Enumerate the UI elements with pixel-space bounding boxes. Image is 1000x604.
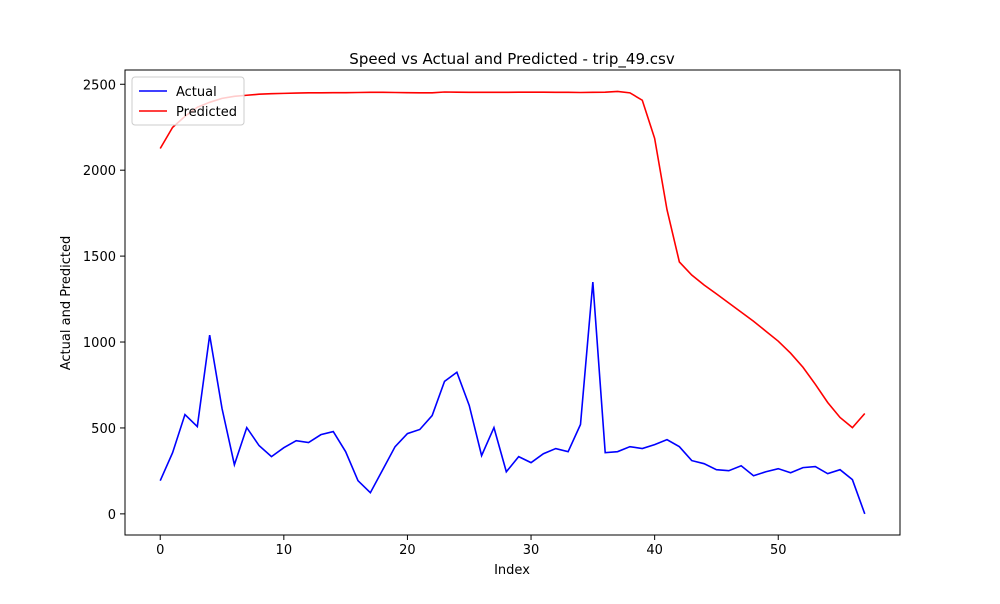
chart-title: Speed vs Actual and Predicted - trip_49.… (349, 50, 675, 69)
x-tick-label: 30 (523, 543, 540, 558)
legend-label: Actual (176, 85, 217, 100)
y-tick-label: 500 (91, 422, 116, 437)
x-tick-label: 0 (156, 543, 164, 558)
y-tick-label: 2000 (83, 164, 116, 179)
series-line (159, 90, 866, 429)
plot-frame (124, 69, 901, 536)
series-line (159, 281, 866, 515)
x-tick-label: 20 (399, 543, 416, 558)
y-tick-label: 1000 (83, 336, 116, 351)
y-tick-label: 2500 (83, 78, 116, 93)
x-tick-label: 50 (770, 543, 787, 558)
y-tick-label: 1500 (83, 250, 116, 265)
x-axis-label: Index (494, 563, 530, 578)
y-axis-label: Actual and Predicted (59, 236, 74, 370)
x-tick-label: 40 (646, 543, 663, 558)
y-tick-label: 0 (108, 508, 116, 523)
x-tick-label: 10 (276, 543, 293, 558)
legend-box (131, 76, 245, 126)
legend-label: Predicted (176, 105, 237, 120)
